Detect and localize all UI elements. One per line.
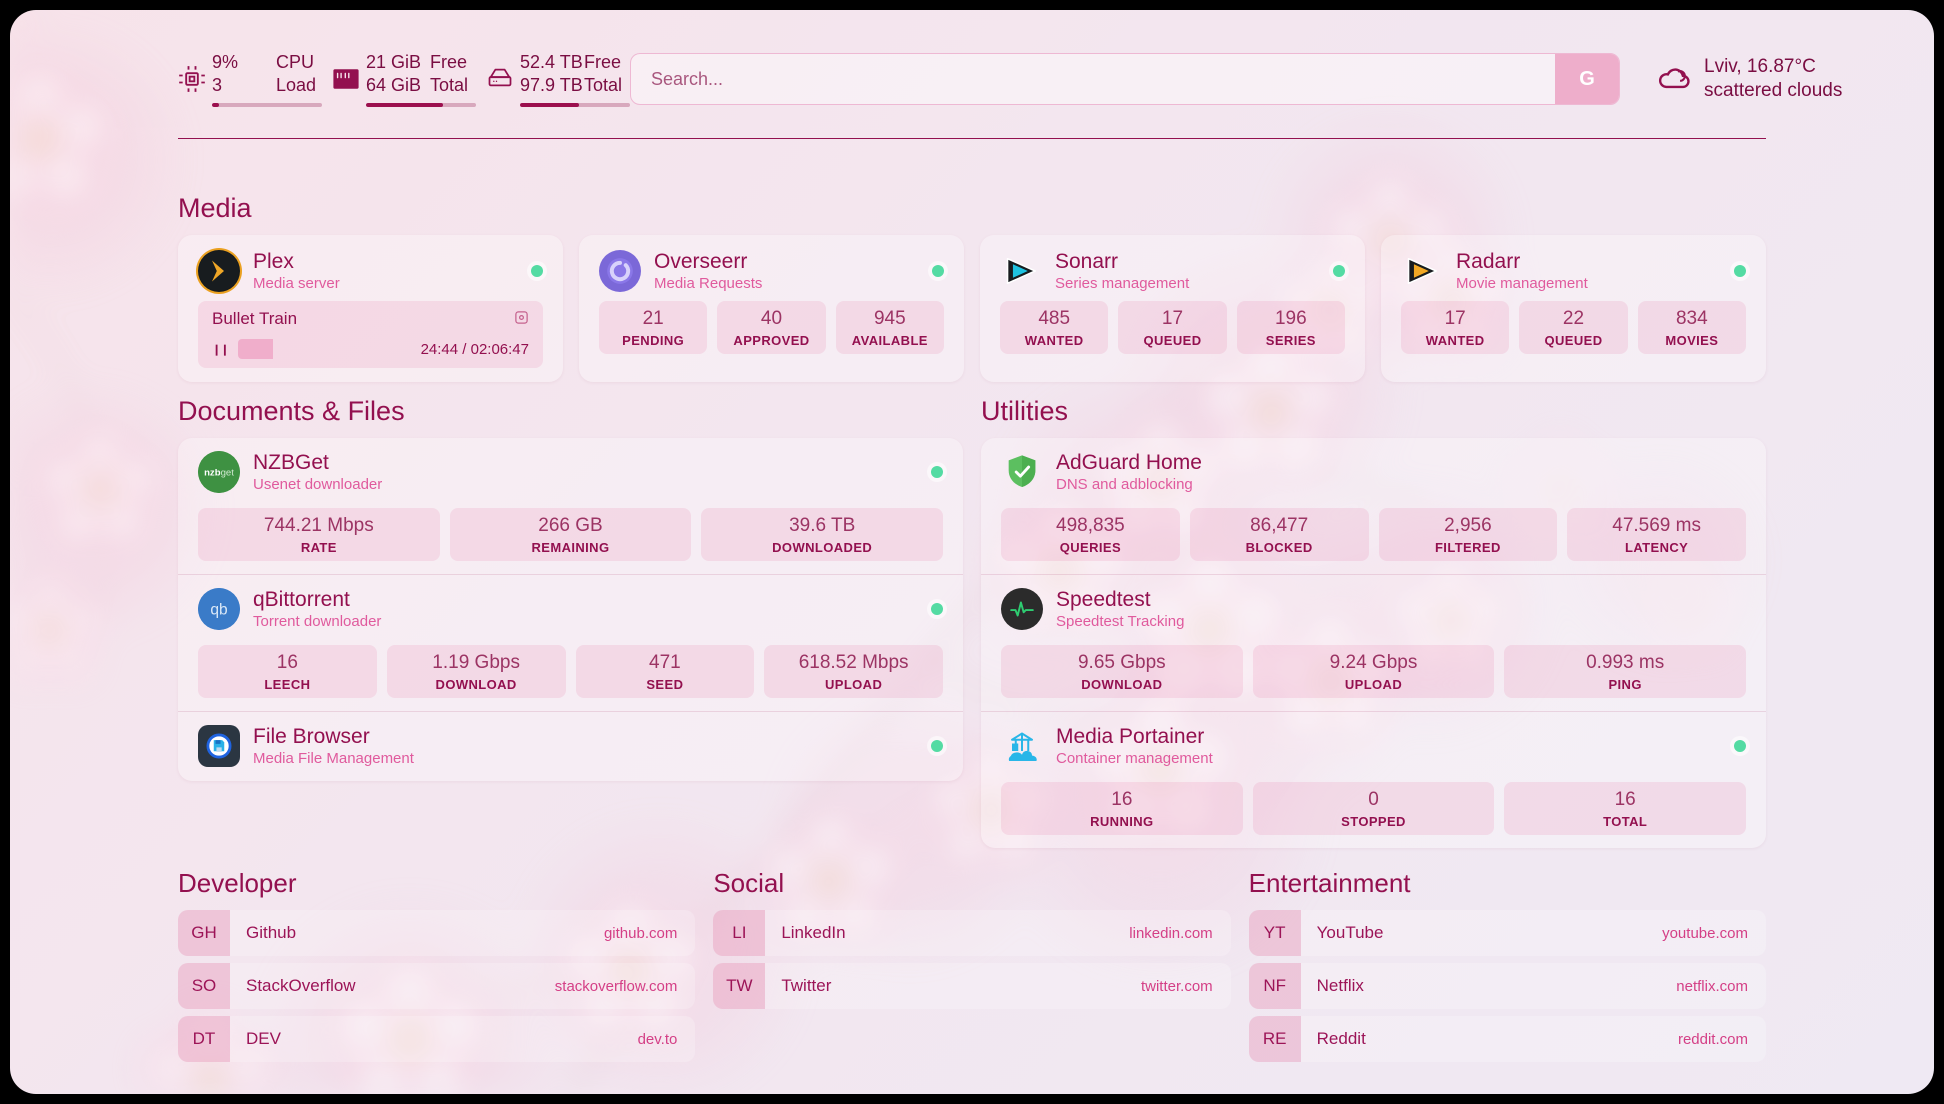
svg-text:nzbget: nzbget [204, 468, 234, 479]
svg-text:qb: qb [210, 601, 227, 618]
